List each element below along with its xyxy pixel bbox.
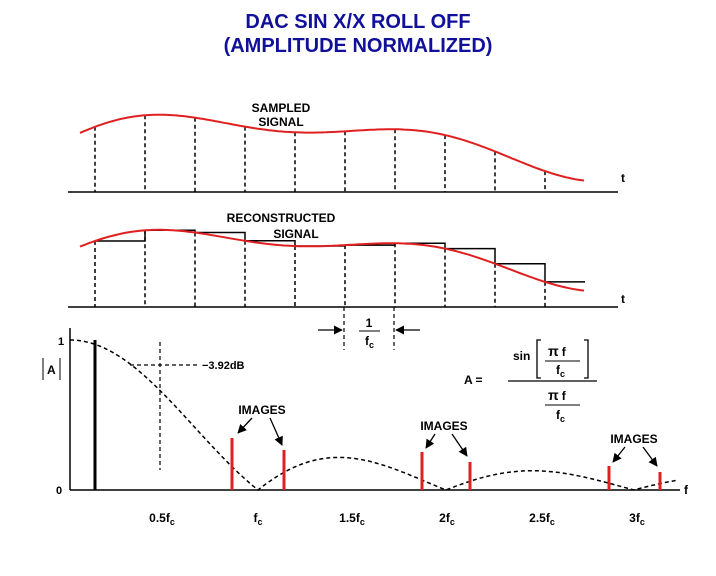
x-tick-label-1: 0.5fc (149, 511, 175, 527)
period-denominator: fc (365, 334, 374, 350)
title-line-1: DAC SIN X/X ROLL OFF (245, 11, 471, 33)
x-tick-label-2: fc (253, 511, 262, 527)
period-numerator: 1 (366, 316, 373, 330)
x-tick-labels: 0.5fc fc 1.5fc 2fc 2.5fc 3fc (149, 511, 645, 527)
x-tick-label-6: 3fc (629, 511, 645, 527)
formula-lhs: A = (464, 373, 483, 387)
spectrum-panel: 1 0 A f −3.92dB IMAGES IMAGES IMAGES 0.5… (42, 328, 689, 527)
formula-sin: sin (513, 349, 530, 363)
images-arrow-3b (642, 446, 658, 467)
formula-inner-denominator: fc (556, 363, 565, 379)
title-line-2: (AMPLITUDE NORMALIZED) (223, 35, 493, 57)
sampled-sample-lines (94, 115, 546, 192)
images-arrow-1b (269, 417, 283, 446)
images-label-3: IMAGES (610, 432, 657, 446)
formula-bracket-right (584, 339, 589, 379)
formula-bracket-left (536, 339, 541, 379)
sampled-label-line-1: SAMPLED (252, 101, 311, 115)
images-arrow-1a (237, 417, 253, 434)
reconstructed-signal-curve (79, 228, 585, 292)
reconstructed-axis-label: t (621, 292, 625, 306)
sinc-envelope-curve (70, 339, 679, 491)
y-tick-0: 0 (56, 485, 62, 497)
reconstructed-sample-lines (94, 230, 546, 307)
x-axis-label: f (684, 483, 689, 497)
rolloff-label: −3.92dB (202, 360, 245, 372)
period-marker: 1 fc (318, 307, 420, 350)
formula-outer-denominator: fc (556, 408, 565, 424)
y-tick-1: 1 (58, 336, 64, 348)
reconstructed-signal-panel: t RECONSTRUCTED SIGNAL (68, 211, 625, 308)
reconstructed-label-line-2: SIGNAL (273, 227, 318, 241)
images-label-1: IMAGES (238, 403, 285, 417)
reconstructed-label-line-1: RECONSTRUCTED (227, 211, 336, 225)
images-label-2: IMAGES (420, 419, 467, 433)
images-arrow-2a (425, 433, 436, 449)
reconstructed-staircase (95, 229, 585, 283)
y-axis-label: A (47, 363, 56, 377)
images-arrow-3a (612, 446, 626, 463)
sampled-signal-panel: t SAMPLED SIGNAL (68, 101, 625, 193)
sampled-axis-label: t (621, 171, 625, 185)
sampled-signal-curve (79, 113, 585, 182)
images-arrow-2b (451, 433, 468, 457)
x-tick-label-4: 2fc (439, 511, 455, 527)
x-tick-label-5: 2.5fc (529, 511, 555, 527)
sampled-label-line-2: SIGNAL (258, 115, 303, 129)
x-tick-label-3: 1.5fc (339, 511, 365, 527)
